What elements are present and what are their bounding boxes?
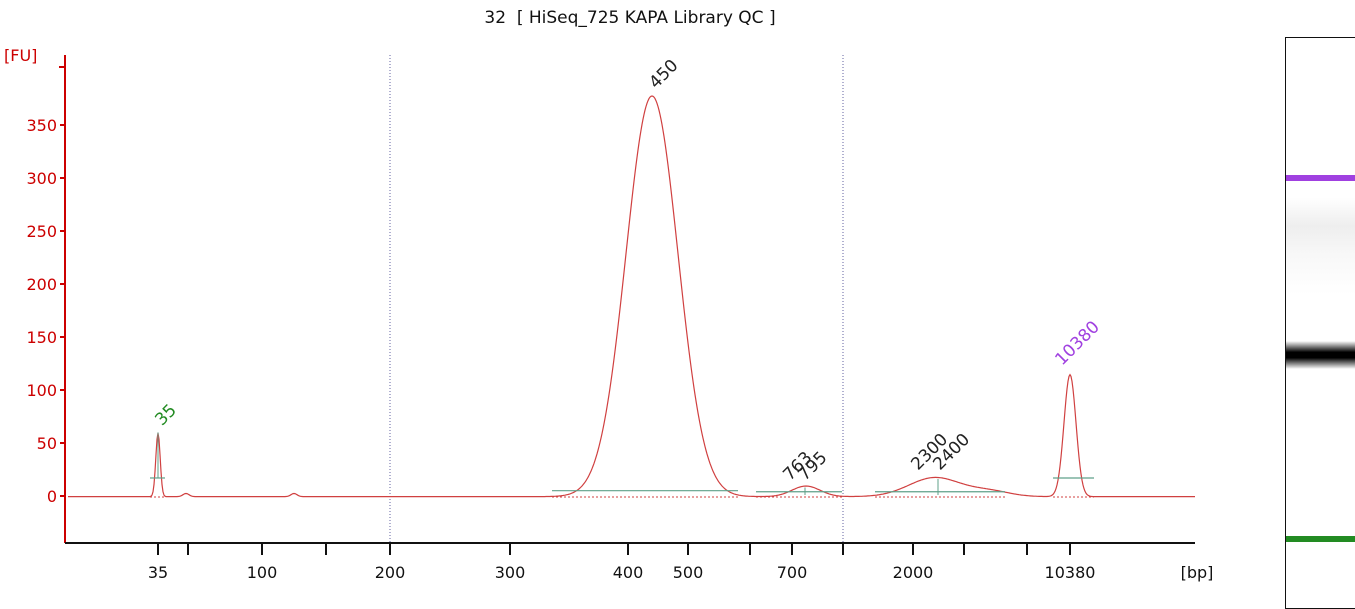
x-axis-label: [bp]: [1181, 563, 1214, 582]
x-tick-label: 400: [613, 563, 644, 582]
y-tick-label: 50: [37, 434, 57, 453]
x-tick-label: 35: [148, 563, 168, 582]
y-tick-label: 100: [26, 381, 57, 400]
peak-label: 10380: [1051, 317, 1103, 369]
x-tick-label: 100: [247, 563, 278, 582]
x-tick-label: 300: [495, 563, 526, 582]
y-tick-label: 200: [26, 275, 57, 294]
x-tick-label: 2000: [893, 563, 934, 582]
gel-lane: [1285, 37, 1355, 609]
x-tick-label: 200: [375, 563, 406, 582]
x-tick-label: 500: [673, 563, 704, 582]
x-tick-label: 10380: [1045, 563, 1096, 582]
y-tick-label: 150: [26, 328, 57, 347]
y-tick-label: 300: [26, 169, 57, 188]
peak-label: 450: [645, 56, 682, 93]
gel-band-upper-marker: [1286, 175, 1355, 181]
gel-band-library: [1286, 341, 1355, 369]
y-tick-label: 0: [47, 487, 57, 506]
y-tick-label: 250: [26, 222, 57, 241]
y-tick-label: 350: [26, 116, 57, 135]
chart-title: 32 [ HiSeq_725 KAPA Library QC ]: [484, 8, 776, 28]
x-tick-label: 700: [777, 563, 808, 582]
gel-band-lower-marker: [1286, 536, 1355, 542]
electropherogram-trace: [68, 95, 1195, 498]
y-axis-label: [FU]: [4, 46, 37, 65]
peak-label: 35: [151, 400, 180, 429]
electropherogram-chart: 0 50 100 150 200 250 300 350 [FU] 35 100 200 300 400 5…: [4, 46, 1214, 582]
